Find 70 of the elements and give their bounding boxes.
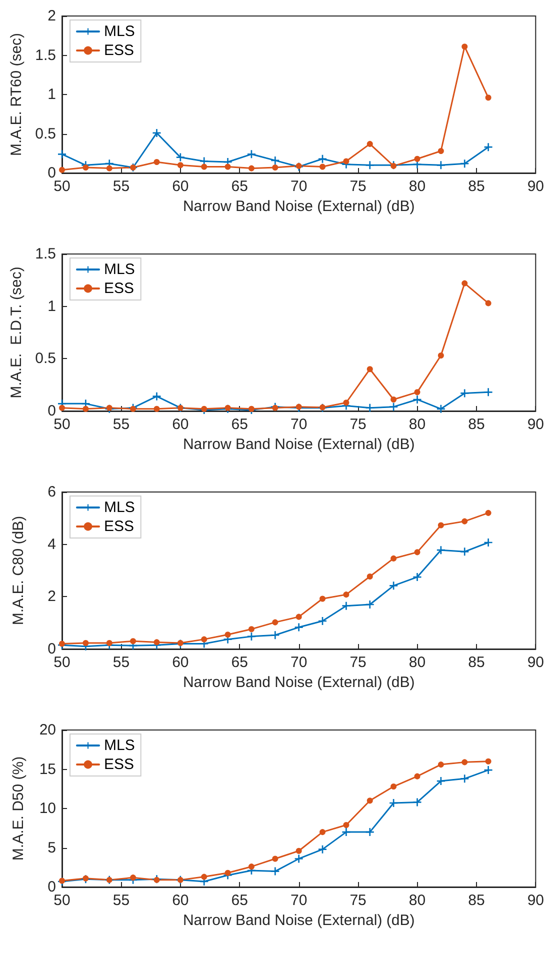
y-tick-label: 10 bbox=[39, 800, 56, 817]
x-tick-label: 55 bbox=[112, 892, 130, 909]
x-tick-label: 60 bbox=[172, 178, 189, 195]
y-tick-label: 15 bbox=[39, 760, 56, 778]
y-tick-label: 1.5 bbox=[35, 46, 56, 64]
x-tick-label: 85 bbox=[468, 416, 485, 433]
x-axis-title: Narrow Band Noise (External) (dB) bbox=[182, 198, 415, 215]
y-axis-title: M.A.E. C80 (dB) bbox=[10, 516, 27, 626]
x-tick-label: 70 bbox=[290, 178, 308, 195]
legend-label: MLS bbox=[104, 23, 135, 40]
legend-label: ESS bbox=[104, 42, 134, 59]
legend-label: ESS bbox=[104, 280, 134, 297]
x-tick-label: 75 bbox=[350, 416, 366, 433]
x-tick-label: 80 bbox=[408, 654, 426, 671]
x-tick-label: 90 bbox=[527, 416, 544, 433]
x-tick-label: 80 bbox=[408, 178, 426, 195]
x-tick-label: 55 bbox=[112, 654, 130, 671]
x-tick-label: 50 bbox=[54, 416, 70, 433]
y-tick-label: 1.5 bbox=[35, 246, 56, 262]
x-tick-label: 90 bbox=[527, 654, 544, 671]
legend-label: MLS bbox=[104, 737, 135, 754]
x-tick-label: 50 bbox=[54, 654, 70, 671]
legend-label: MLS bbox=[104, 499, 135, 516]
x-tick-label: 85 bbox=[468, 654, 485, 671]
x-tick-label: 70 bbox=[290, 654, 308, 671]
x-tick-label: 50 bbox=[54, 178, 70, 195]
y-tick-label: 1 bbox=[48, 86, 56, 103]
x-axis-title: Narrow Band Noise (External) (dB) bbox=[182, 674, 415, 691]
x-tick-label: 85 bbox=[468, 178, 485, 195]
x-tick-label: 75 bbox=[350, 654, 366, 671]
y-tick-label: 0.5 bbox=[35, 350, 56, 368]
x-tick-label: 80 bbox=[408, 892, 426, 909]
x-tick-label: 60 bbox=[172, 416, 189, 433]
y-tick-label: 20 bbox=[39, 722, 56, 738]
legend-label: MLS bbox=[104, 261, 135, 278]
y-tick-label: 2 bbox=[48, 8, 56, 24]
x-tick-label: 50 bbox=[54, 892, 70, 909]
x-axis-title: Narrow Band Noise (External) (dB) bbox=[182, 436, 415, 453]
x-tick-label: 90 bbox=[527, 178, 544, 195]
x-axis-title: Narrow Band Noise (External) (dB) bbox=[182, 912, 415, 929]
y-axis-title: M.A.E. D50 (%) bbox=[10, 756, 27, 861]
x-tick-label: 65 bbox=[231, 178, 248, 195]
y-tick-label: 1 bbox=[48, 298, 56, 315]
y-tick-label: 4 bbox=[48, 536, 56, 553]
y-tick-label: 6 bbox=[48, 484, 56, 500]
x-tick-label: 75 bbox=[350, 178, 366, 195]
y-axis-title: M.A.E. E.D.T. (sec) bbox=[8, 266, 26, 398]
y-tick-label: 0 bbox=[48, 164, 56, 182]
x-tick-label: 60 bbox=[172, 892, 189, 909]
x-tick-label: 55 bbox=[112, 416, 130, 433]
x-tick-label: 60 bbox=[172, 654, 189, 671]
x-tick-label: 65 bbox=[231, 654, 248, 671]
y-tick-label: 0 bbox=[48, 402, 56, 420]
x-tick-label: 70 bbox=[290, 892, 308, 909]
legend-label: ESS bbox=[104, 756, 134, 773]
y-tick-label: 0 bbox=[48, 640, 56, 658]
y-tick-label: 0 bbox=[48, 878, 56, 896]
x-tick-label: 75 bbox=[350, 892, 366, 909]
y-tick-label: 0.5 bbox=[35, 125, 56, 142]
x-tick-label: 55 bbox=[112, 178, 130, 195]
x-tick-label: 65 bbox=[231, 416, 248, 433]
x-tick-label: 65 bbox=[231, 892, 248, 909]
x-tick-label: 90 bbox=[527, 892, 544, 909]
y-axis-title: M.A.E. RT60 (sec) bbox=[8, 32, 26, 156]
y-tick-label: 2 bbox=[48, 588, 56, 606]
x-tick-label: 80 bbox=[408, 416, 426, 433]
legend-label: ESS bbox=[104, 518, 134, 535]
x-tick-label: 70 bbox=[290, 416, 308, 433]
x-tick-label: 85 bbox=[468, 892, 485, 909]
y-tick-label: 5 bbox=[48, 839, 56, 856]
